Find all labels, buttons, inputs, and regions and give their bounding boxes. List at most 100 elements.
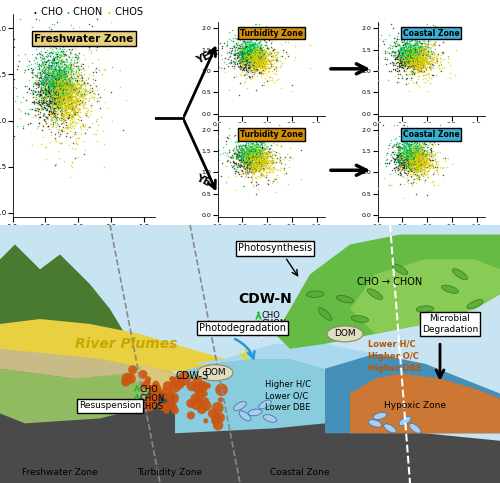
Point	[400, 45, 408, 53]
Point	[396, 150, 404, 157]
Point	[36, 88, 44, 96]
Point	[270, 150, 278, 157]
Point	[67, 120, 75, 128]
Point	[46, 97, 54, 105]
Point	[417, 44, 425, 52]
Point	[89, 94, 97, 101]
Point	[250, 50, 258, 58]
Point	[54, 77, 62, 85]
Circle shape	[121, 378, 130, 386]
Point	[417, 167, 425, 175]
Point	[418, 49, 426, 57]
Point	[416, 146, 424, 154]
Point	[418, 57, 426, 64]
Point	[412, 152, 420, 159]
Point	[246, 53, 254, 60]
Point	[252, 161, 260, 169]
Point	[240, 53, 248, 60]
Point	[414, 152, 422, 159]
Point	[412, 50, 420, 58]
Point	[237, 144, 245, 152]
Point	[403, 158, 411, 166]
Point	[40, 79, 48, 87]
Point	[242, 57, 250, 65]
Point	[244, 55, 252, 62]
Point	[430, 48, 438, 56]
Point	[404, 56, 411, 63]
Point	[396, 156, 404, 164]
Point	[10, 132, 18, 140]
Point	[48, 63, 56, 71]
Point	[42, 77, 50, 85]
Point	[395, 51, 403, 58]
Point	[408, 157, 416, 165]
Point	[38, 59, 46, 67]
Point	[246, 150, 254, 157]
Point	[66, 111, 74, 118]
Point	[46, 84, 54, 91]
Point	[74, 74, 82, 82]
Point	[247, 162, 255, 170]
Point	[32, 45, 40, 53]
Point	[240, 152, 248, 160]
Point	[252, 161, 260, 169]
Point	[51, 53, 59, 61]
Point	[254, 155, 262, 162]
Point	[404, 157, 411, 165]
Point	[65, 77, 73, 85]
Point	[241, 142, 249, 150]
Point	[48, 95, 56, 102]
Point	[48, 81, 56, 88]
Point	[248, 165, 256, 172]
Point	[252, 63, 260, 71]
Point	[408, 30, 416, 38]
Point	[36, 72, 44, 80]
Point	[406, 156, 414, 163]
Point	[422, 163, 430, 170]
Point	[400, 33, 408, 41]
Point	[246, 160, 254, 168]
Point	[419, 49, 427, 57]
Point	[66, 85, 74, 93]
Point	[393, 158, 401, 166]
Point	[243, 44, 251, 52]
Point	[47, 83, 55, 90]
Point	[43, 89, 51, 97]
Point	[266, 144, 274, 152]
Point	[57, 95, 65, 103]
Point	[230, 65, 237, 72]
Point	[253, 36, 261, 44]
Point	[246, 152, 254, 159]
Point	[258, 66, 266, 74]
Point	[74, 115, 82, 123]
Point	[57, 96, 65, 103]
Point	[24, 88, 32, 96]
Point	[52, 98, 60, 105]
Point	[406, 156, 414, 164]
Point	[398, 73, 406, 81]
Point	[244, 173, 252, 181]
Point	[250, 161, 258, 169]
Point	[252, 42, 260, 49]
Point	[414, 54, 422, 62]
Point	[260, 54, 268, 62]
Point	[403, 177, 411, 185]
Point	[47, 131, 55, 139]
Point	[256, 148, 264, 156]
Point	[78, 81, 86, 89]
Point	[256, 150, 264, 157]
Point	[248, 46, 256, 54]
Point	[394, 153, 402, 161]
Point	[256, 152, 264, 159]
Point	[388, 47, 396, 55]
Point	[80, 94, 88, 101]
Point	[418, 151, 426, 159]
Point	[260, 155, 268, 162]
Point	[40, 81, 48, 88]
Point	[418, 166, 426, 174]
Point	[30, 99, 38, 107]
Point	[72, 103, 80, 111]
Point	[394, 164, 402, 171]
Point	[242, 155, 250, 162]
Point	[392, 142, 400, 150]
